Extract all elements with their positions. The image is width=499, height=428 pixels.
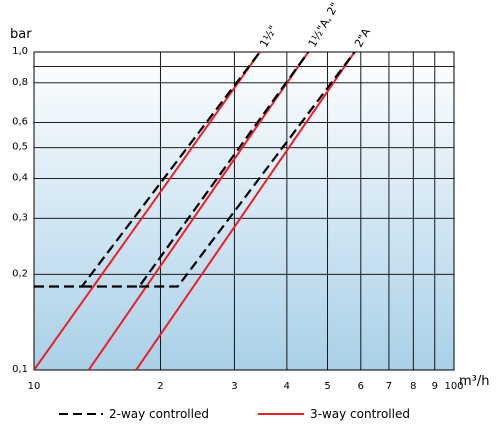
curve-label: 2"A (352, 26, 373, 50)
y-tick-label: 0,8 (12, 77, 28, 88)
legend-label: 2-way controlled (109, 407, 209, 421)
y-tick-label: 0,6 (12, 117, 28, 128)
ticks: 10 2 3 4 5 6 7 8 9 100 0,1 0,2 0,3 0,4 0,5 0,6 0,8 1,0 (12, 46, 463, 392)
x-tick-label: 4 (284, 381, 290, 392)
y-tick-label: 0,1 (12, 364, 28, 375)
curve-labels: 1½" 1½"A, 2" 2"A (257, 0, 373, 49)
x-tick-label: 3 (231, 381, 237, 392)
series-line-3-way (87, 52, 310, 370)
y-tick-label: 1,0 (12, 46, 28, 57)
grid (33, 51, 455, 371)
y-axis-label: bar (10, 27, 32, 42)
x-tick-label: 5 (324, 381, 330, 392)
x-tick-label: 9 (432, 381, 438, 392)
series-line-2-way (139, 52, 356, 288)
y-tick-label: 0,4 (12, 173, 28, 184)
x-axis-label: m³/h (459, 374, 490, 389)
x-tick-label: 6 (358, 381, 364, 392)
curves (34, 52, 356, 370)
x-tick-label: 8 (410, 381, 416, 392)
curve-label: 1½"A, 2" (306, 0, 342, 49)
legend: 2-way controlled 3-way controlled (59, 407, 410, 421)
y-tick-label: 0,5 (12, 142, 28, 153)
series-line-3-way (34, 52, 261, 370)
y-tick-label: 0,3 (12, 212, 28, 223)
x-tick-label: 10 (28, 381, 41, 392)
x-tick-label: 7 (386, 381, 392, 392)
plot-background (34, 52, 454, 370)
x-tick-label: 100 (444, 381, 463, 392)
series-line-3-way (135, 52, 356, 370)
x-tick-label: 2 (157, 381, 163, 392)
y-tick-label: 0,2 (12, 268, 28, 279)
plot-frame (33, 51, 455, 371)
series-line-2-way (81, 52, 310, 288)
legend-label: 3-way controlled (310, 407, 410, 421)
curve-label: 1½" (257, 23, 280, 49)
